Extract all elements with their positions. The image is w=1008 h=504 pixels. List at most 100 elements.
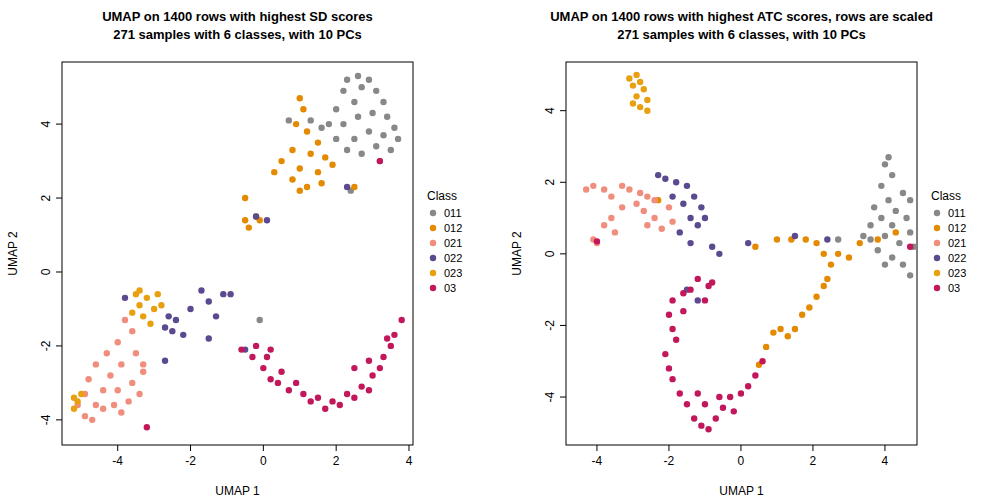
point bbox=[300, 391, 306, 397]
point bbox=[878, 215, 884, 221]
point bbox=[669, 326, 675, 332]
point bbox=[100, 406, 106, 412]
point bbox=[813, 294, 819, 300]
point bbox=[355, 114, 361, 120]
point bbox=[680, 290, 686, 296]
point bbox=[885, 154, 891, 160]
point bbox=[71, 406, 77, 412]
point bbox=[651, 197, 657, 203]
point bbox=[198, 287, 204, 293]
point bbox=[644, 107, 650, 113]
x-tick bbox=[117, 445, 118, 451]
point bbox=[147, 321, 153, 327]
point bbox=[637, 104, 643, 110]
point bbox=[763, 344, 769, 350]
point bbox=[144, 424, 150, 430]
point bbox=[705, 283, 711, 289]
legend-label: 03 bbox=[444, 282, 456, 294]
points bbox=[71, 73, 405, 431]
point bbox=[673, 179, 679, 185]
point bbox=[677, 390, 683, 396]
point bbox=[253, 213, 259, 219]
point bbox=[344, 147, 350, 153]
point bbox=[267, 346, 273, 352]
point bbox=[122, 317, 128, 323]
x-tick-label: 4 bbox=[882, 454, 889, 468]
legend-marker bbox=[934, 285, 940, 291]
point bbox=[122, 295, 128, 301]
point bbox=[666, 365, 672, 371]
point bbox=[297, 187, 303, 193]
point bbox=[140, 361, 146, 367]
point bbox=[129, 309, 135, 315]
point bbox=[322, 406, 328, 412]
point bbox=[129, 380, 135, 386]
legend-marker bbox=[934, 270, 940, 276]
point bbox=[867, 222, 873, 228]
point bbox=[893, 208, 899, 214]
legend-label: 011 bbox=[444, 207, 462, 219]
point bbox=[875, 247, 881, 253]
point bbox=[380, 132, 386, 138]
legend-label: 021 bbox=[948, 237, 966, 249]
point bbox=[118, 409, 124, 415]
point bbox=[366, 358, 372, 364]
panel: UMAP on 1400 rows with highest SD scores… bbox=[6, 9, 462, 498]
legend-label: 022 bbox=[444, 252, 462, 264]
x-axis-label: UMAP 1 bbox=[719, 484, 764, 498]
point bbox=[351, 184, 357, 190]
point bbox=[366, 77, 372, 83]
point bbox=[253, 343, 259, 349]
title: UMAP on 1400 rows with highest SD scores bbox=[102, 9, 373, 24]
x-tick bbox=[884, 445, 885, 451]
legend-label: 012 bbox=[948, 222, 966, 234]
point bbox=[351, 99, 357, 105]
point bbox=[315, 394, 321, 400]
point bbox=[78, 391, 84, 397]
point bbox=[344, 184, 350, 190]
point bbox=[304, 184, 310, 190]
point bbox=[264, 354, 270, 360]
point bbox=[792, 326, 798, 332]
point bbox=[677, 229, 683, 235]
y-tick-label: -2 bbox=[543, 320, 557, 331]
point bbox=[889, 222, 895, 228]
point bbox=[662, 175, 668, 181]
point bbox=[662, 351, 668, 357]
point bbox=[669, 193, 675, 199]
point bbox=[278, 369, 284, 375]
point bbox=[242, 195, 248, 201]
point bbox=[824, 236, 830, 242]
point bbox=[867, 236, 873, 242]
points bbox=[583, 72, 917, 433]
point bbox=[875, 236, 881, 242]
point bbox=[601, 222, 607, 228]
y-tick bbox=[560, 182, 566, 183]
point bbox=[889, 254, 895, 260]
legend-label: 023 bbox=[948, 267, 966, 279]
y-tick-label: 2 bbox=[39, 194, 53, 201]
point bbox=[260, 365, 266, 371]
plot-frame bbox=[62, 62, 413, 445]
point bbox=[695, 276, 701, 282]
point bbox=[637, 190, 643, 196]
point bbox=[907, 272, 913, 278]
point bbox=[745, 240, 751, 246]
point bbox=[637, 79, 643, 85]
x-tick-label: -4 bbox=[112, 454, 123, 468]
point bbox=[608, 193, 614, 199]
point bbox=[626, 75, 632, 81]
point bbox=[351, 136, 357, 142]
point bbox=[85, 376, 91, 382]
point bbox=[329, 398, 335, 404]
point bbox=[821, 283, 827, 289]
point bbox=[206, 335, 212, 341]
point bbox=[220, 291, 226, 297]
point bbox=[799, 312, 805, 318]
legend-marker bbox=[430, 255, 436, 261]
panel: UMAP on 1400 rows with highest ATC score… bbox=[510, 9, 966, 498]
point bbox=[144, 295, 150, 301]
point bbox=[322, 154, 328, 160]
y-tick bbox=[560, 397, 566, 398]
figure: UMAP on 1400 rows with highest SD scores… bbox=[0, 0, 1008, 504]
